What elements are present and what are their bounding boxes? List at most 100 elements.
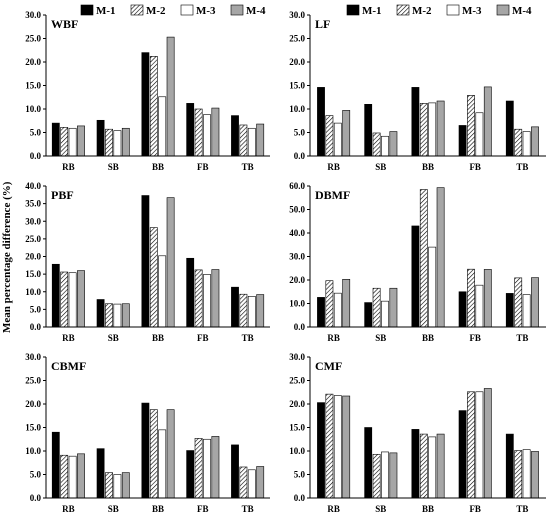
bar-wbf-m-1-rb [51,122,60,157]
bar-wbf-m-2-rb [60,127,69,157]
bar-lf-m-1-tb [505,100,514,157]
bar-lf-m-3-fb [475,112,484,157]
bar-cbmf-m-3-rb [68,455,77,499]
bar-cbmf-m-4-rb [77,453,85,499]
bar-pbf-m-4-bb [166,197,175,328]
y-tick-label: 10.0 [289,446,305,456]
panel-lf: 0.0 5.0 10.0 15.0 20.0 25.0 30.0 RB SB BB FB TB LF [289,10,546,172]
bar-wbf-m-1-tb [231,115,239,157]
bar-lf-m-2-bb [419,103,428,157]
y-tick-label: 15.0 [289,81,305,91]
bar-lf-m-1-fb [458,125,467,157]
y-tick-label: 30.0 [25,352,41,362]
bar-dbmf-m-1-fb [458,291,467,328]
y-tick-label: 30.0 [25,10,41,20]
bar-cbmf-m-3-bb [158,429,167,499]
bar-wbf-m-1-sb [96,119,105,157]
bar-wbf-m-3-tb [247,127,256,157]
bar-lf-m-2-fb [467,95,475,157]
bar-pbf-m-4-fb [211,269,220,328]
legend-swatch-m-2 [130,4,144,16]
y-tick-label: 15.0 [25,269,41,279]
bar-pbf-m-3-bb [158,255,167,328]
bar-wbf-m-1-fb [186,103,195,157]
panel-title: CBMF [51,359,86,373]
bar-dbmf-m-4-bb [436,187,445,328]
bar-pbf-m-1-rb [51,263,60,328]
bar-pbf-m-2-fb [194,269,203,328]
bar-wbf-m-2-tb [239,124,248,157]
bar-dbmf-m-2-sb [372,287,381,328]
y-tick-label: 20.0 [289,57,305,67]
bar-cbmf-m-4-bb [166,409,175,499]
panel-cbmf: 0.0 5.0 10.0 15.0 20.0 25.0 30.0 RB SB BB FB TB CBMF [25,352,270,514]
bar-wbf-m-2-fb [194,108,203,157]
bar-cbmf-m-2-tb [239,466,248,499]
panel-title: PBF [51,188,74,202]
bar-pbf-m-3-rb [68,272,77,328]
bar-dbmf-m-4-rb [342,278,351,328]
y-tick-label: 5.0 [294,470,306,480]
y-tick-label: 10.0 [289,299,305,309]
legend-swatch-m-2 [396,4,410,16]
bar-cmf-m-1-fb [458,410,467,499]
panel-title: WBF [51,17,78,31]
y-tick-label: 30.0 [25,216,41,226]
y-tick-label: 0.0 [30,322,42,332]
bar-dbmf-m-2-tb [514,277,523,328]
bar-lf-m-2-tb [514,128,523,157]
y-tick-label: 35.0 [25,199,41,209]
bar-dbmf-m-4-tb [531,277,539,328]
bar-dbmf-m-1-sb [364,302,373,328]
y-tick-label: 20.0 [289,399,305,409]
bar-dbmf-m-1-rb [317,297,325,328]
y-tick-label: 10.0 [25,287,41,297]
bar-cbmf-m-3-fb [203,438,211,499]
bar-cmf-m-2-sb [372,453,381,499]
bar-dbmf-m-1-bb [411,225,420,328]
bar-pbf-m-4-tb [256,294,265,328]
bar-cmf-m-4-sb [389,452,398,499]
bar-cmf-m-1-rb [317,402,325,499]
bar-cbmf-m-4-fb [211,436,220,499]
legend-label-m-1: M-1 [96,5,116,17]
legend-swatch-m-3 [446,4,460,16]
bar-lf-m-1-rb [317,87,325,157]
bar-cmf-m-3-bb [428,436,437,499]
bar-lf-m-3-rb [333,122,342,157]
legend-swatch-m-1 [346,4,360,16]
bar-cmf-m-4-fb [483,388,492,499]
bar-cbmf-m-2-bb [149,409,158,499]
y-tick-label: 10.0 [25,104,41,114]
bar-cmf-m-2-tb [514,450,523,499]
bar-pbf-m-4-rb [77,270,85,328]
x-tick-label: SB [108,504,119,514]
bar-cmf-m-3-sb [381,451,389,499]
bar-pbf-m-1-bb [141,195,150,328]
bar-dbmf-m-2-bb [419,189,428,328]
x-tick-label: RB [62,333,75,343]
y-tick-label: 0.0 [294,493,306,503]
bar-lf-m-4-rb [342,110,351,157]
x-tick-label: SB [375,162,386,172]
y-tick-label: 10.0 [25,446,41,456]
panel-title: DBMF [315,188,350,202]
x-tick-label: FB [197,504,209,514]
y-tick-label: 20.0 [25,399,41,409]
bar-dbmf-m-4-sb [389,287,398,328]
bar-cmf-m-1-sb [364,427,373,499]
legend-swatch-m-4 [230,4,244,16]
bar-dbmf-m-3-rb [333,292,342,328]
bar-lf-m-4-bb [436,100,445,157]
legend-swatch-m-1 [80,4,94,16]
panel-title: CMF [315,359,342,373]
bar-pbf-m-2-sb [105,303,113,328]
bar-dbmf-m-2-rb [325,280,334,328]
panel-wbf: 0.0 5.0 10.0 15.0 20.0 25.0 30.0 RB SB BB FB TB WBF [25,10,270,172]
panel-pbf: 0.0 5.0 10.0 15.0 20.0 25.0 30.0 35.0 40.0 RB SB BB… [25,181,270,343]
y-tick-label: 25.0 [25,376,41,386]
legend-label-m-3: M-3 [462,5,482,17]
bar-cbmf-m-1-tb [231,444,239,499]
y-tick-label: 30.0 [289,352,305,362]
y-tick-label: 0.0 [30,493,42,503]
